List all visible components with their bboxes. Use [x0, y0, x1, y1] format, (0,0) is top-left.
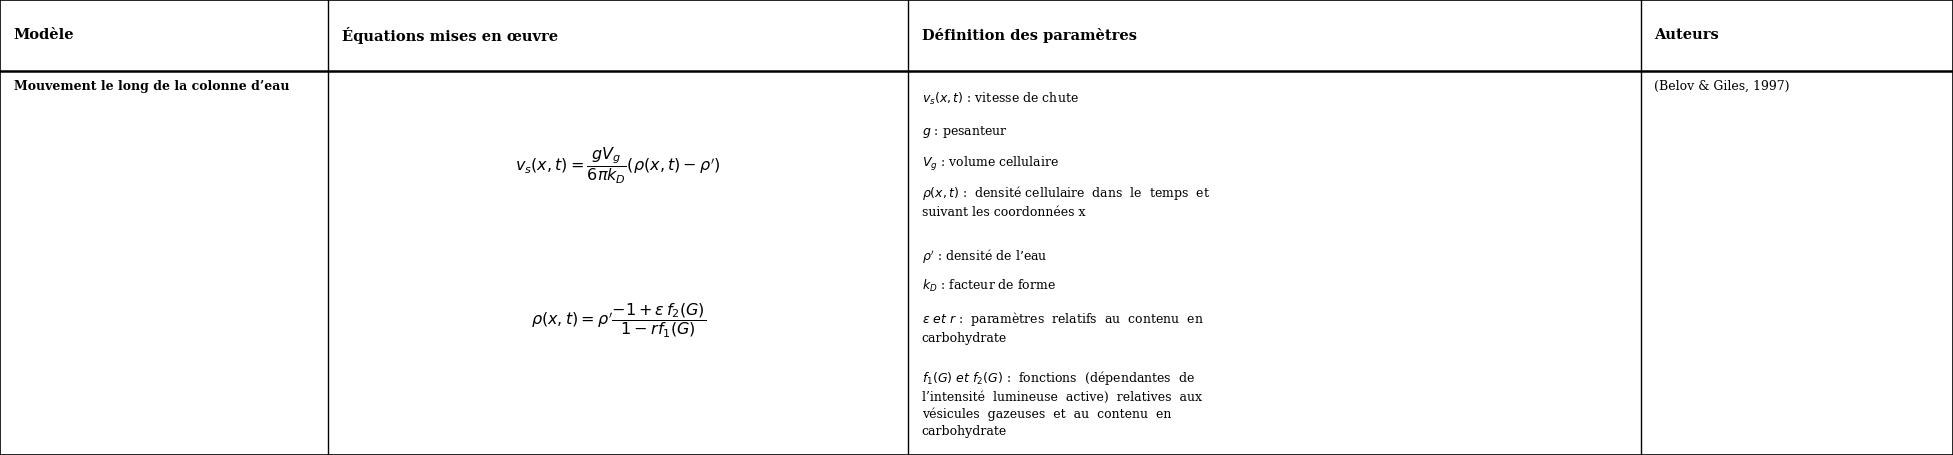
Text: $\rho(x,t)$ :  densité cellulaire  dans  le  temps  et
suivant les coordonnées x: $\rho(x,t)$ : densité cellulaire dans le… [922, 184, 1211, 219]
Text: $\rho^{\prime}$ : densité de l’eau: $\rho^{\prime}$ : densité de l’eau [922, 247, 1047, 265]
Text: Auteurs: Auteurs [1654, 28, 1719, 42]
Text: $g$ : pesanteur: $g$ : pesanteur [922, 124, 1008, 140]
Text: $\rho(x,t) = \rho^{\prime}\dfrac{-1 + \varepsilon\, f_2(G)}{1 - r f_1(G)}$: $\rho(x,t) = \rho^{\prime}\dfrac{-1 + \v… [531, 302, 705, 340]
Text: $v_s(x,t) = \dfrac{gV_g}{6\pi k_D}(\rho(x,t) - \rho^{\prime})$: $v_s(x,t) = \dfrac{gV_g}{6\pi k_D}(\rho(… [516, 146, 721, 186]
Text: $V_g$ : volume cellulaire: $V_g$ : volume cellulaire [922, 155, 1059, 173]
Text: $f_1(G)$ $et$ $f_2(G)$ :  fonctions  (dépendantes  de
l’intensité  lumineuse  ac: $f_1(G)$ $et$ $f_2(G)$ : fonctions (dépe… [922, 369, 1201, 438]
Text: Modèle: Modèle [14, 28, 74, 42]
Text: $\varepsilon$ $et$ $r$ :  paramètres  relatifs  au  contenu  en
carbohydrate: $\varepsilon$ $et$ $r$ : paramètres rela… [922, 310, 1203, 345]
Text: (Belov & Giles, 1997): (Belov & Giles, 1997) [1654, 80, 1789, 93]
Text: $v_s(x,t)$ : vitesse de chute: $v_s(x,t)$ : vitesse de chute [922, 91, 1078, 107]
Text: $k_D$ : facteur de forme: $k_D$ : facteur de forme [922, 278, 1057, 293]
Text: Définition des paramètres: Définition des paramètres [922, 28, 1137, 43]
Text: Équations mises en œuvre: Équations mises en œuvre [342, 27, 559, 44]
Text: Mouvement le long de la colonne d’eau: Mouvement le long de la colonne d’eau [14, 80, 289, 93]
